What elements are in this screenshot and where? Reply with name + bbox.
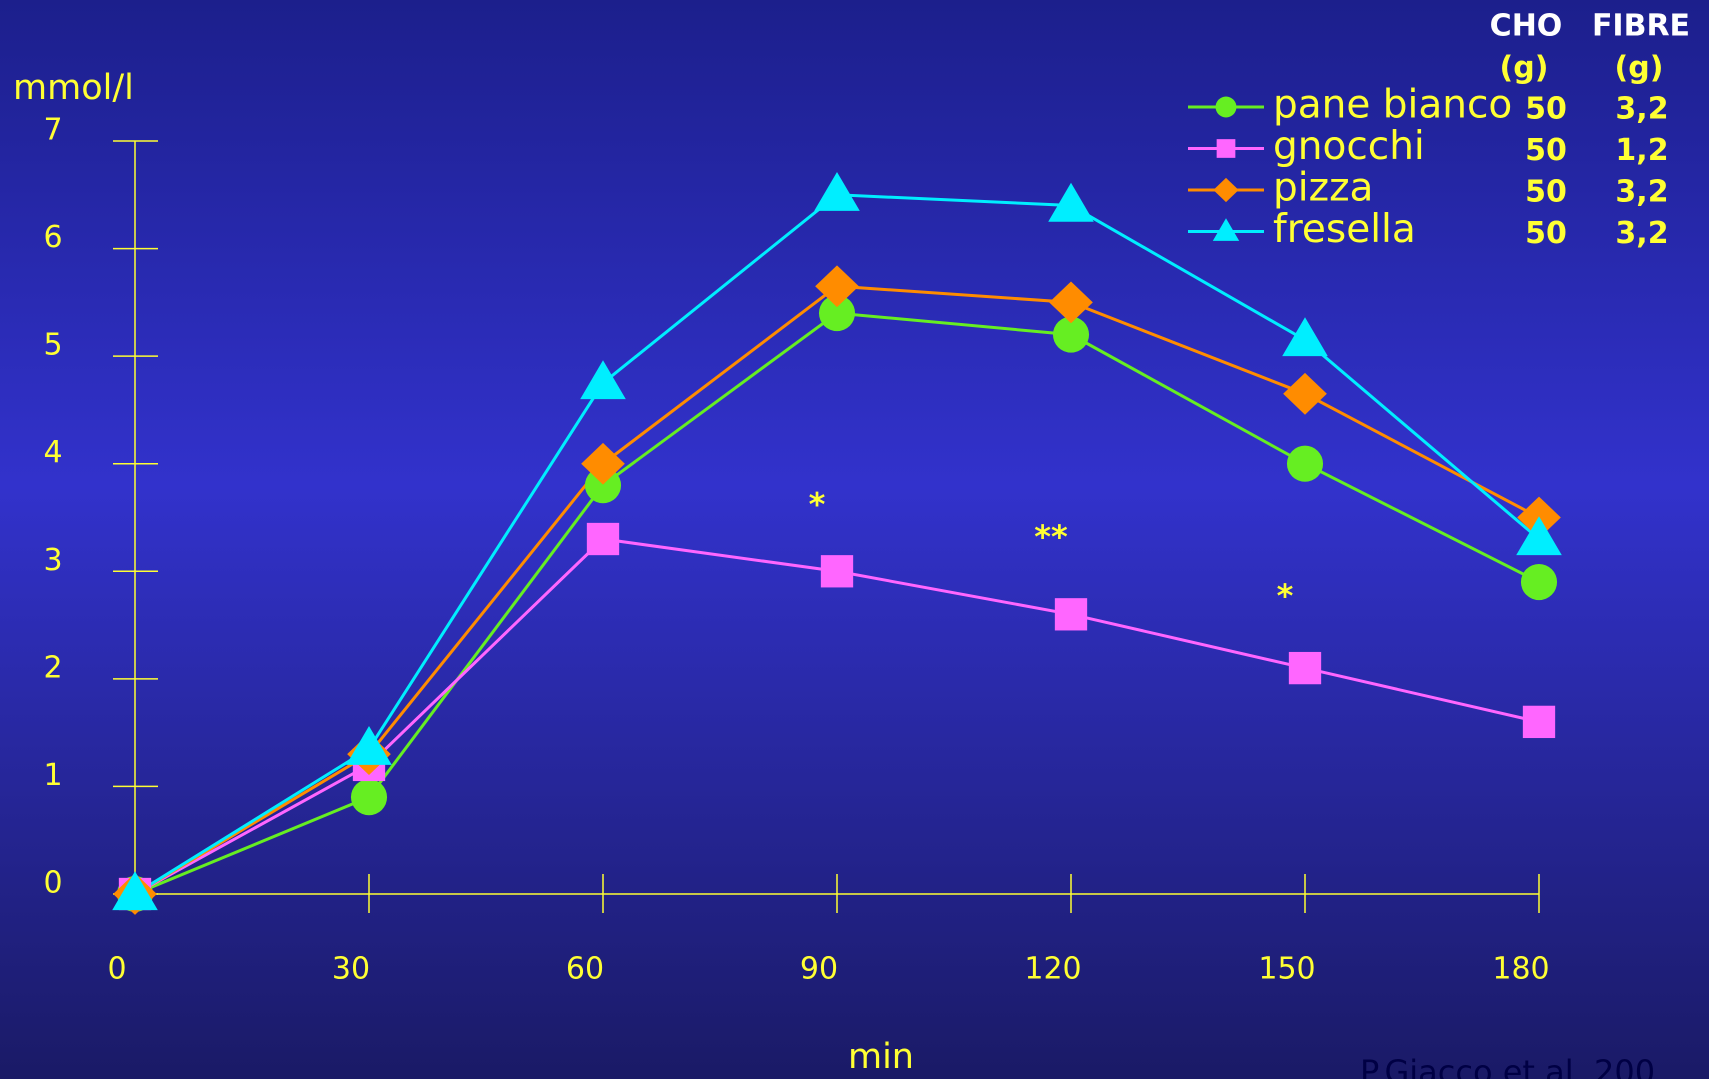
y-tick-label: 4: [43, 435, 62, 470]
marker: [346, 725, 392, 765]
marker: [1288, 651, 1322, 685]
marker: [1283, 372, 1327, 415]
marker: [818, 295, 856, 332]
credit: P.Giacco et al. 200: [1360, 1053, 1655, 1079]
marker: [350, 779, 388, 816]
y-tick-label: 2: [43, 650, 62, 685]
marker: [1212, 218, 1240, 241]
table-cell: 3,2: [1615, 216, 1668, 251]
annotation: *: [809, 486, 826, 524]
y-axis-label: mmol/l: [13, 68, 134, 108]
y-tick-label: 6: [43, 220, 62, 255]
marker: [1520, 563, 1558, 601]
table-header: CHO: [1490, 9, 1563, 44]
x-tick-label: 60: [566, 952, 604, 987]
marker: [1215, 96, 1237, 118]
x-tick-label: 30: [332, 952, 370, 987]
marker: [580, 360, 626, 400]
x-tick-label: 150: [1258, 952, 1315, 987]
x-tick-label: 0: [107, 952, 126, 987]
marker: [584, 467, 622, 504]
x-tick-label: 120: [1024, 952, 1081, 987]
marker: [1522, 705, 1556, 739]
marker: [1216, 139, 1236, 158]
table-header: (g): [1500, 51, 1549, 86]
y-tick-label: 5: [43, 328, 62, 363]
table-cell: 1,2: [1615, 133, 1668, 168]
marker: [820, 555, 854, 588]
marker: [1213, 177, 1239, 203]
y-tick-label: 1: [43, 758, 62, 793]
marker: [814, 171, 860, 211]
x-tick-label: 180: [1492, 952, 1549, 987]
marker: [581, 442, 625, 485]
legend-label: pane bianco: [1273, 83, 1512, 128]
marker: [1286, 445, 1324, 482]
y-tick-label: 7: [43, 113, 62, 148]
legend-label: pizza: [1273, 166, 1373, 211]
legend-label: fresella: [1273, 207, 1416, 252]
marker: [1052, 316, 1090, 353]
annotation: **: [1034, 518, 1068, 556]
marker: [815, 265, 859, 308]
marker: [1054, 598, 1088, 631]
marker: [112, 871, 158, 911]
marker: [1516, 516, 1562, 556]
marker: [1282, 317, 1328, 357]
marker: [1049, 281, 1093, 324]
table-cell: 50: [1525, 175, 1567, 210]
marker: [586, 522, 620, 556]
y-tick-label: 0: [43, 866, 62, 901]
table-header: FIBRE: [1592, 9, 1690, 44]
x-axis-label: min: [848, 1037, 914, 1077]
x-tick-label: 90: [800, 952, 838, 987]
annotation: *: [1277, 577, 1294, 615]
table-cell: 3,2: [1615, 92, 1668, 127]
table-cell: 50: [1525, 216, 1567, 251]
table-header: (g): [1615, 51, 1664, 86]
legend-label: gnocchi: [1273, 124, 1425, 169]
marker: [1048, 182, 1094, 222]
table-cell: 50: [1525, 92, 1567, 127]
table-cell: 3,2: [1615, 175, 1668, 210]
table-cell: 50: [1525, 133, 1567, 168]
y-tick-label: 3: [43, 543, 62, 578]
